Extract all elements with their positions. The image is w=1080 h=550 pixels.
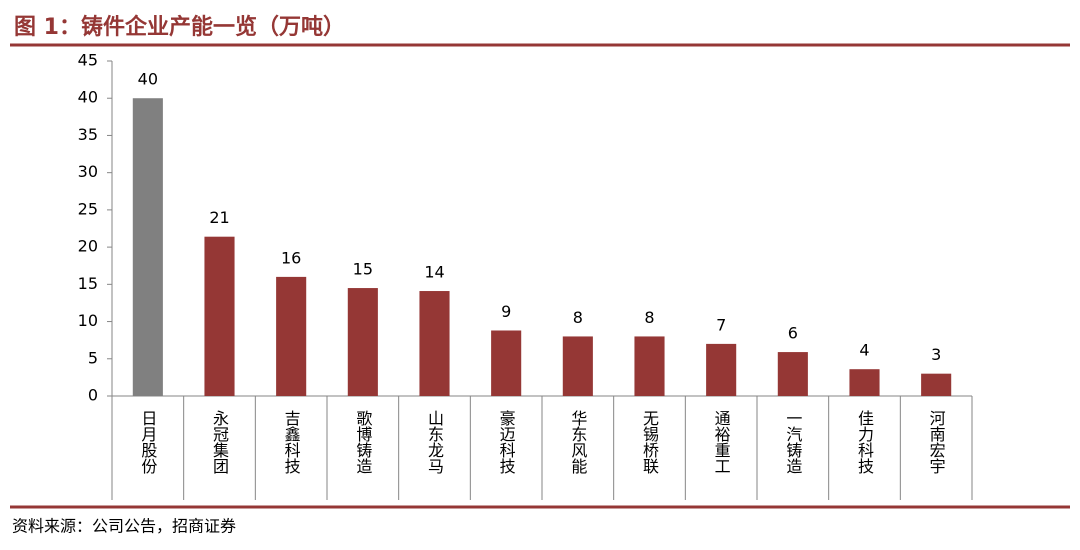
x-tick-label: 豪迈科技	[497, 409, 516, 475]
value-label: 14	[424, 263, 444, 282]
x-tick-label: 无锡桥联	[640, 410, 659, 474]
bar	[491, 330, 522, 396]
y-tick-label: 25	[78, 199, 98, 218]
chart-title: 图 1：铸件企业产能一览（万吨）	[14, 14, 345, 40]
y-tick-label: 40	[78, 88, 98, 107]
value-label: 4	[859, 341, 869, 360]
value-label: 8	[573, 308, 583, 327]
bar	[276, 276, 307, 396]
value-label: 9	[501, 302, 511, 321]
y-tick-label: 0	[88, 386, 98, 405]
y-tick-label: 30	[78, 162, 98, 181]
x-tick-label: 山东龙马	[425, 410, 444, 475]
value-label: 6	[788, 324, 798, 343]
bar	[921, 373, 952, 396]
y-tick-label: 10	[78, 311, 98, 330]
x-tick-label: 日月股份	[138, 410, 157, 475]
y-tick-label: 35	[78, 125, 98, 144]
x-tick-label: 永冠集团	[210, 410, 229, 474]
y-tick-label: 20	[78, 237, 98, 256]
y-tick-label: 15	[78, 274, 98, 293]
bar	[562, 336, 593, 396]
value-label: 21	[209, 208, 229, 227]
value-label: 16	[281, 248, 301, 267]
value-label: 8	[644, 308, 654, 327]
x-tick-label: 通裕重工	[712, 410, 731, 474]
x-tick-label: 歌博铸造	[353, 410, 372, 474]
bar	[132, 98, 163, 396]
value-label: 7	[716, 315, 726, 334]
bar	[777, 352, 808, 396]
bar	[204, 236, 235, 396]
y-tick-label: 5	[88, 348, 98, 367]
x-tick-label: 吉鑫科技	[282, 410, 301, 475]
x-tick-label: 河南宏宇	[927, 410, 946, 474]
x-tick-label: 华东风能	[568, 410, 587, 475]
y-tick-label: 45	[78, 51, 98, 70]
value-label: 15	[353, 260, 373, 279]
value-label: 40	[138, 70, 158, 89]
bar	[706, 343, 737, 396]
value-label: 3	[931, 345, 941, 364]
bar	[419, 291, 450, 396]
bar	[849, 369, 880, 396]
bar	[634, 336, 665, 396]
x-tick-label: 佳力科技	[855, 410, 874, 475]
bar	[347, 288, 378, 396]
x-tick-label: 一汽铸造	[783, 410, 802, 474]
source-note: 资料来源：公司公告，招商证券	[12, 517, 236, 536]
